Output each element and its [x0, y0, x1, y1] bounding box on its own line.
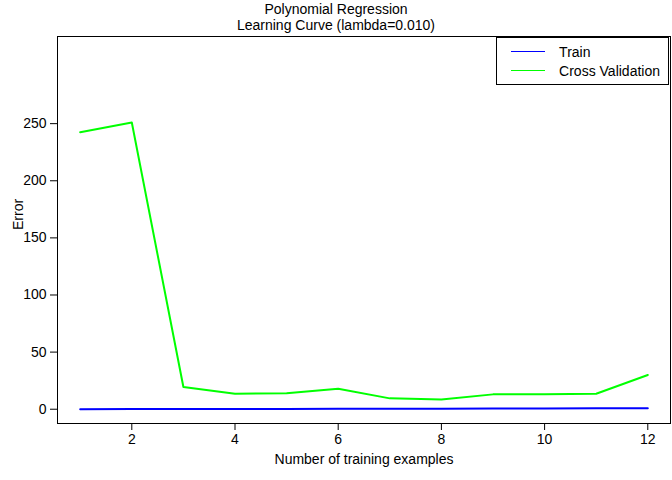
svg-text:250: 250	[23, 115, 47, 131]
svg-text:10: 10	[537, 431, 553, 447]
svg-text:0: 0	[39, 401, 47, 417]
svg-text:12: 12	[640, 431, 656, 447]
svg-text:Error: Error	[10, 199, 26, 230]
svg-text:200: 200	[23, 172, 47, 188]
svg-text:2: 2	[128, 431, 136, 447]
html-text:Train: Train	[559, 43, 591, 60]
html-text:Cross Validation: Cross Validation	[559, 62, 660, 79]
svg-text:8: 8	[438, 431, 446, 447]
svg-text:50: 50	[31, 344, 47, 360]
svg-text:Number of training examples: Number of training examples	[275, 451, 454, 467]
html-text:Learning Curve (lambda=0.010): Learning Curve (lambda=0.010)	[237, 17, 435, 33]
svg-text:6: 6	[334, 431, 342, 447]
svg-text:100: 100	[23, 286, 47, 302]
svg-text:150: 150	[23, 229, 47, 245]
svg-text:4: 4	[231, 431, 239, 447]
html-text:Polynomial Regression: Polynomial Regression	[264, 1, 408, 17]
